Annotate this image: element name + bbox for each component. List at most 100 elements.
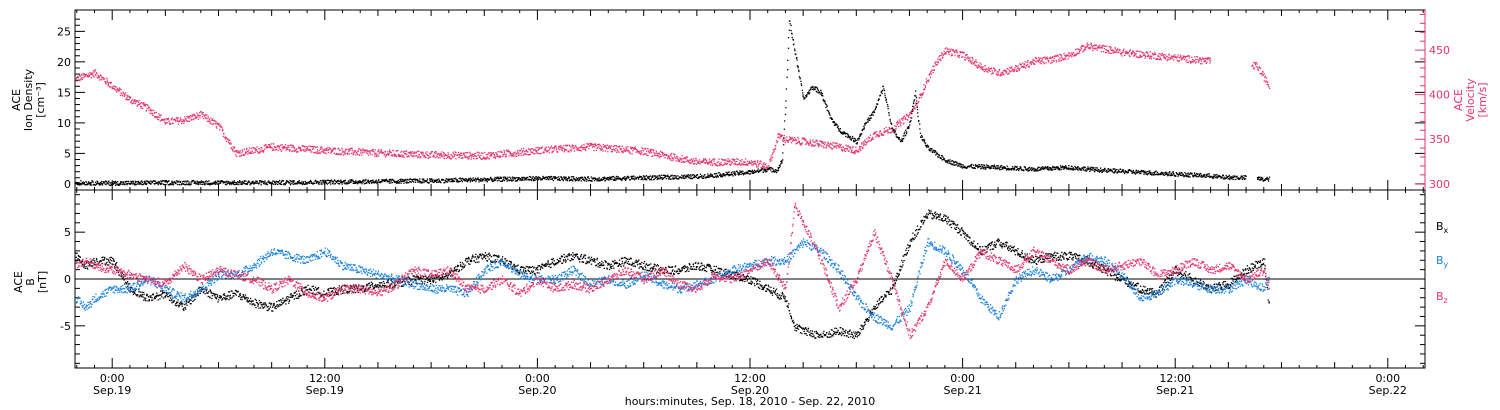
velocity-point: [683, 157, 685, 159]
velocity-point: [123, 92, 125, 95]
velocity-point: [158, 113, 160, 115]
velocity-point: [154, 116, 156, 119]
density-point: [255, 180, 257, 182]
density-point: [345, 183, 348, 185]
velocity-point: [965, 54, 968, 56]
density-point: [725, 173, 727, 176]
density-point: [165, 180, 167, 183]
velocity-point: [128, 96, 131, 98]
density-point: [460, 179, 463, 182]
velocity-point: [248, 149, 250, 151]
density-point: [428, 178, 431, 180]
density-point: [447, 179, 450, 182]
density-point: [720, 174, 723, 176]
velocity-point: [1081, 45, 1083, 47]
velocity-point: [776, 142, 778, 144]
velocity-point: [836, 144, 839, 147]
velocity-point: [341, 149, 343, 151]
density-point: [335, 181, 338, 183]
density-point: [799, 78, 801, 80]
density-point: [724, 175, 726, 177]
density-point: [200, 180, 203, 182]
velocity-point: [405, 150, 408, 152]
velocity-point: [640, 150, 643, 152]
velocity-point: [1052, 55, 1054, 58]
density-point: [696, 177, 699, 179]
velocity-point: [624, 150, 626, 152]
velocity-point: [971, 57, 974, 59]
density-point: [193, 182, 196, 184]
velocity-point: [325, 149, 328, 151]
velocity-point: [744, 158, 747, 160]
velocity-point: [1114, 47, 1116, 49]
density-point: [133, 182, 135, 185]
density-point: [584, 178, 587, 180]
density-point: [328, 182, 330, 184]
velocity-point: [813, 145, 815, 147]
density-point: [337, 180, 339, 182]
density-point: [253, 182, 255, 184]
velocity-point: [422, 154, 424, 156]
velocity-point: [291, 150, 294, 152]
velocity-point: [908, 114, 911, 116]
density-point: [409, 178, 411, 180]
density-point: [391, 178, 393, 181]
velocity-point: [822, 141, 824, 143]
velocity-point: [131, 103, 133, 105]
velocity-point: [247, 151, 249, 153]
density-point: [409, 181, 412, 183]
density-point: [809, 89, 811, 91]
velocity-point: [984, 65, 986, 67]
velocity-point: [534, 149, 536, 151]
velocity-point: [82, 77, 84, 79]
velocity-point: [76, 80, 78, 82]
density-point: [747, 172, 749, 174]
density-point: [733, 172, 735, 175]
density-point: [151, 181, 154, 184]
density-point: [124, 184, 126, 186]
density-point: [325, 181, 327, 183]
velocity-point: [1024, 63, 1026, 65]
density-point: [471, 178, 473, 180]
velocity-point: [1025, 65, 1028, 67]
velocity-point: [201, 112, 204, 114]
density-point: [544, 176, 546, 179]
velocity-point: [478, 152, 481, 154]
velocity-point: [1041, 57, 1043, 60]
density-point: [538, 178, 540, 180]
density-point: [621, 178, 623, 180]
velocity-point: [251, 152, 253, 154]
density-point: [109, 184, 112, 187]
density-point: [804, 97, 806, 99]
velocity-point: [207, 117, 209, 119]
density-point: [612, 179, 615, 181]
velocity-point: [487, 152, 490, 154]
velocity-point: [1008, 69, 1010, 72]
velocity-point: [773, 150, 775, 153]
velocity-point: [390, 154, 393, 157]
velocity-point: [879, 130, 882, 132]
velocity-point: [451, 154, 453, 157]
velocity-point: [695, 158, 697, 160]
velocity-point: [489, 155, 491, 157]
velocity-point: [706, 161, 708, 164]
density-point: [308, 182, 310, 184]
velocity-point: [263, 150, 265, 152]
velocity-point: [897, 120, 899, 122]
velocity-point: [1112, 49, 1115, 52]
velocity-point: [79, 75, 81, 77]
velocity-point: [450, 154, 452, 156]
density-point: [220, 181, 222, 183]
velocity-point: [448, 154, 450, 156]
velocity-point: [723, 158, 726, 161]
density-point: [679, 176, 682, 178]
velocity-point: [670, 152, 673, 155]
velocity-point: [1002, 73, 1004, 75]
density-point: [800, 84, 803, 87]
velocity-point: [189, 117, 191, 119]
velocity-point: [599, 147, 601, 150]
density-point: [469, 177, 471, 179]
density-point: [78, 181, 80, 184]
density-point: [646, 179, 648, 181]
velocity-point: [914, 107, 916, 109]
